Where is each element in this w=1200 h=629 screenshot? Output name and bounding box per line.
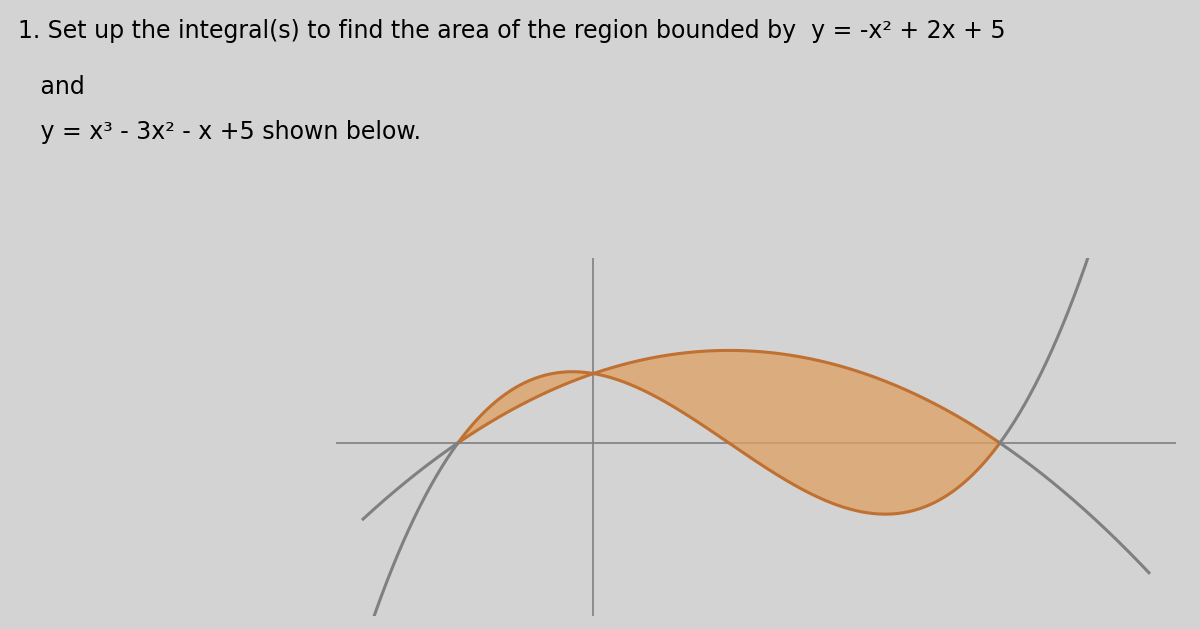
Text: y = x³ - 3x² - x +5 shown below.: y = x³ - 3x² - x +5 shown below. [18, 120, 421, 143]
Text: 1. Set up the integral(s) to find the area of the region bounded by  y = -x² + 2: 1. Set up the integral(s) to find the ar… [18, 19, 1006, 43]
Text: and: and [18, 75, 85, 99]
